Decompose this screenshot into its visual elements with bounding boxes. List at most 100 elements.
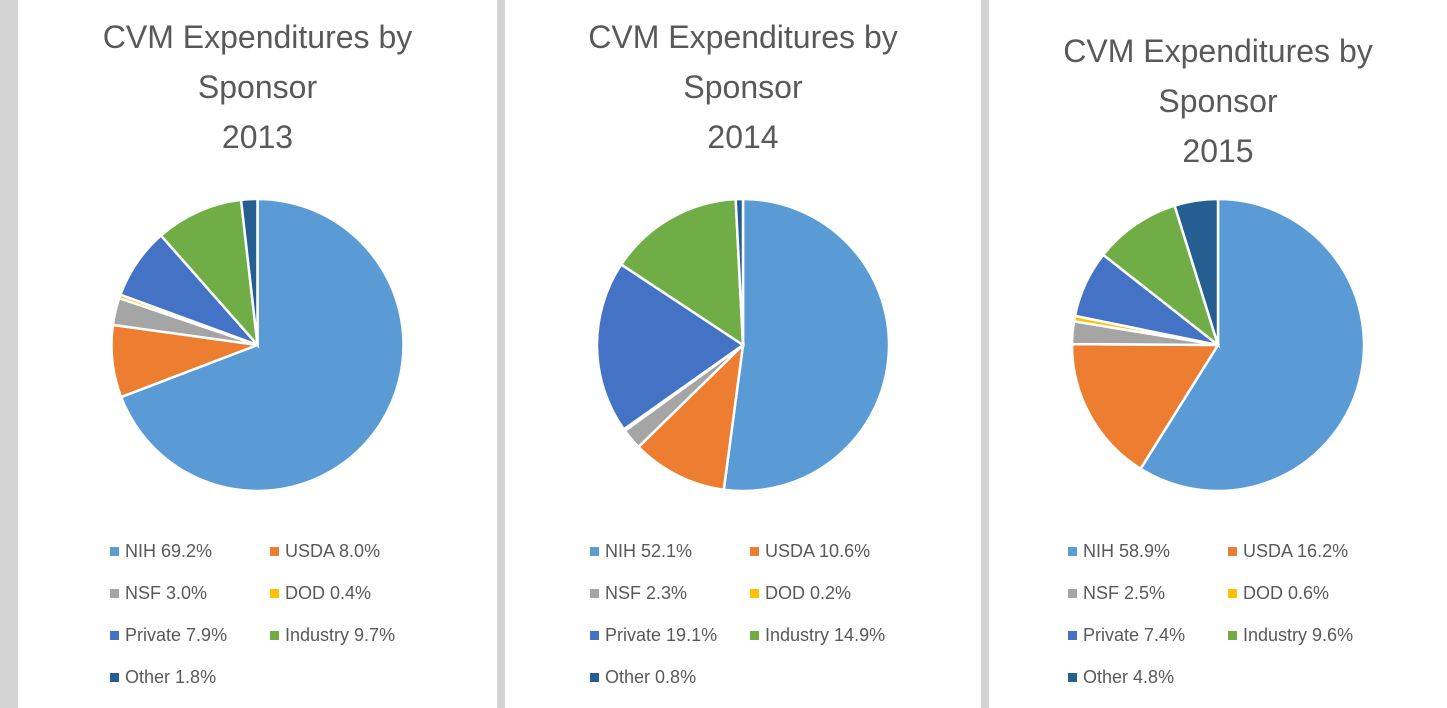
chart-panel: CVM Expenditures by Sponsor 2013 NIH 69.2%… bbox=[18, 0, 497, 708]
legend-value: 16.2% bbox=[1297, 541, 1349, 561]
legend-name: Industry bbox=[1243, 625, 1308, 645]
legend-value: 8.0% bbox=[339, 541, 381, 561]
legend-value: 19.1% bbox=[666, 625, 718, 645]
title-text: CVM Expenditures by Sponsor bbox=[102, 19, 413, 105]
legend-entry: Industry 9.6% bbox=[1228, 614, 1388, 656]
legend-name: Private bbox=[605, 625, 662, 645]
legend-entry: DOD 0.2% bbox=[750, 572, 910, 614]
legend-swatch bbox=[1228, 547, 1237, 556]
legend-name: Other bbox=[1083, 667, 1129, 687]
chart-title: CVM Expenditures by Sponsor 2015 bbox=[1038, 26, 1398, 176]
legend-swatch bbox=[750, 547, 759, 556]
pie-slice bbox=[159, 198, 260, 349]
legend: NIH 58.9% USDA 16.2% NSF 2.5% DOD 0.6% Priva… bbox=[1068, 530, 1388, 698]
legend-name: Other bbox=[125, 667, 171, 687]
pie-slice bbox=[619, 197, 745, 348]
legend-value: 52.1% bbox=[641, 541, 693, 561]
legend-swatch bbox=[110, 673, 119, 682]
legend-entry: DOD 0.4% bbox=[270, 572, 430, 614]
legend-value: 2.3% bbox=[646, 583, 688, 603]
legend-swatch bbox=[590, 631, 599, 640]
legend-swatch bbox=[1068, 547, 1077, 556]
legend-swatch bbox=[750, 589, 759, 598]
legend-entry: DOD 0.6% bbox=[1228, 572, 1388, 614]
pie-slice bbox=[1101, 204, 1221, 349]
legend-entry: Other 4.8% bbox=[1068, 656, 1228, 698]
pie-chart bbox=[595, 197, 891, 493]
legend-entry: NSF 2.3% bbox=[590, 572, 750, 614]
legend-swatch bbox=[1228, 589, 1237, 598]
legend-value: 14.9% bbox=[834, 625, 886, 645]
legend-swatch bbox=[750, 631, 759, 640]
legend-entry: NIH 69.2% bbox=[110, 530, 270, 572]
legend-swatch bbox=[1228, 631, 1237, 640]
legend-name: NSF bbox=[605, 583, 641, 603]
legend-value: 1.8% bbox=[175, 667, 217, 687]
legend-value: 58.9% bbox=[1119, 541, 1171, 561]
legend-swatch bbox=[270, 631, 279, 640]
legend-name: Industry bbox=[285, 625, 350, 645]
legend-name: NSF bbox=[125, 583, 161, 603]
pie-slice bbox=[595, 262, 746, 432]
legend-value: 9.6% bbox=[1312, 625, 1354, 645]
legend-value: 69.2% bbox=[161, 541, 213, 561]
legend-value: 0.4% bbox=[330, 583, 372, 603]
legend-name: Other bbox=[605, 667, 651, 687]
chart-title: CVM Expenditures by Sponsor 2014 bbox=[563, 12, 923, 162]
legend-name: NIH bbox=[125, 541, 156, 561]
legend-name: Industry bbox=[765, 625, 830, 645]
subtitle-text: 2015 bbox=[1182, 133, 1254, 169]
legend-value: 7.4% bbox=[1144, 625, 1186, 645]
legend-entry: USDA 10.6% bbox=[750, 530, 910, 572]
legend-value: 10.6% bbox=[819, 541, 871, 561]
legend-name: Private bbox=[1083, 625, 1140, 645]
legend-entry: Other 0.8% bbox=[590, 656, 750, 698]
legend-swatch bbox=[590, 547, 599, 556]
legend-swatch bbox=[110, 547, 119, 556]
legend-entry: Industry 9.7% bbox=[270, 614, 430, 656]
legend-swatch bbox=[1068, 589, 1077, 598]
legend-swatch bbox=[110, 631, 119, 640]
legend-name: NIH bbox=[605, 541, 636, 561]
legend-name: DOD bbox=[285, 583, 325, 603]
legend-entry: NSF 3.0% bbox=[110, 572, 270, 614]
title-text: CVM Expenditures by Sponsor bbox=[588, 19, 898, 105]
legend-name: DOD bbox=[765, 583, 805, 603]
legend-name: USDA bbox=[765, 541, 815, 561]
legend-value: 9.7% bbox=[354, 625, 396, 645]
chart-title: CVM Expenditures by Sponsor 2013 bbox=[78, 12, 438, 162]
legend-value: 7.9% bbox=[186, 625, 228, 645]
legend-swatch bbox=[270, 547, 279, 556]
legend-name: DOD bbox=[1243, 583, 1283, 603]
legend-swatch bbox=[1068, 631, 1077, 640]
legend-name: Private bbox=[125, 625, 182, 645]
legend-name: NSF bbox=[1083, 583, 1119, 603]
legend: NIH 52.1% USDA 10.6% NSF 2.3% DOD 0.2% Priva… bbox=[590, 530, 910, 698]
pie-slice bbox=[239, 197, 259, 346]
legend-value: 2.5% bbox=[1124, 583, 1166, 603]
pie-slice bbox=[119, 197, 405, 493]
legend: NIH 69.2% USDA 8.0% NSF 3.0% DOD 0.4% Privat… bbox=[110, 530, 430, 698]
legend-swatch bbox=[590, 673, 599, 682]
legend-value: 0.6% bbox=[1288, 583, 1330, 603]
chart-panel: CVM Expenditures by Sponsor 2015 NIH 58.9%… bbox=[989, 0, 1447, 708]
pie-chart bbox=[110, 197, 405, 493]
legend-entry: Industry 14.9% bbox=[750, 614, 910, 656]
legend-entry: NIH 52.1% bbox=[590, 530, 750, 572]
subtitle-text: 2014 bbox=[707, 119, 779, 155]
pie-slice bbox=[1173, 197, 1220, 346]
pie-slice bbox=[734, 197, 745, 346]
pie-slice bbox=[636, 341, 745, 492]
pie-slice bbox=[722, 197, 891, 493]
legend-entry: NSF 2.5% bbox=[1068, 572, 1228, 614]
legend-value: 3.0% bbox=[166, 583, 208, 603]
legend-name: USDA bbox=[285, 541, 335, 561]
chart-panel: CVM Expenditures by Sponsor 2014 NIH 52.1%… bbox=[505, 0, 981, 708]
legend-entry: USDA 8.0% bbox=[270, 530, 430, 572]
legend-value: 0.8% bbox=[655, 667, 697, 687]
legend-swatch bbox=[590, 589, 599, 598]
legend-value: 0.2% bbox=[810, 583, 852, 603]
legend-name: NIH bbox=[1083, 541, 1114, 561]
legend-entry: Private 7.9% bbox=[110, 614, 270, 656]
